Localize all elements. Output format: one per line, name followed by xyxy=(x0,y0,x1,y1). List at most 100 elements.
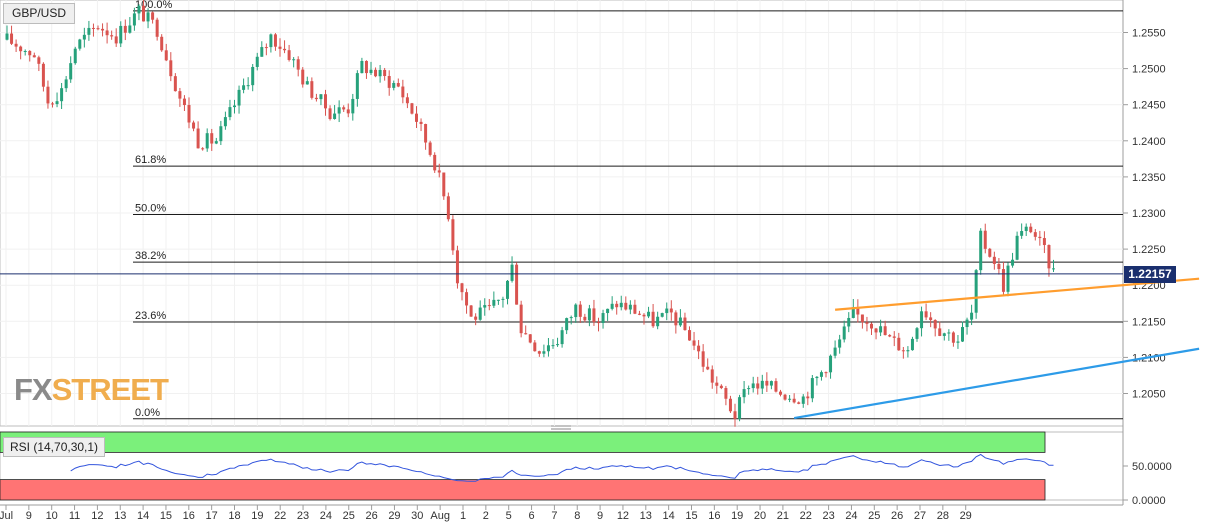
x-tick-label: 7 xyxy=(551,510,557,522)
fib-level-label: 38.2% xyxy=(135,250,166,262)
candle-body xyxy=(14,43,18,47)
candle-body xyxy=(556,344,560,346)
candle-body xyxy=(683,317,687,331)
x-tick-label: 19 xyxy=(251,510,263,522)
candle-body xyxy=(187,105,191,123)
fxstreet-logo: FXSTREET xyxy=(14,372,169,408)
candle-body xyxy=(506,280,509,299)
candle-body xyxy=(378,69,382,77)
candle-body xyxy=(992,256,996,264)
candle-body xyxy=(519,304,523,334)
candle-body xyxy=(278,46,282,49)
x-tick-label: 13 xyxy=(640,510,652,522)
candle-body xyxy=(924,311,928,318)
candle-body xyxy=(619,302,623,308)
candle-body xyxy=(51,103,54,105)
rsi-tick-label: 50.0000 xyxy=(1132,461,1172,473)
x-tick-label: Aug xyxy=(430,510,450,522)
candle-body xyxy=(196,128,200,149)
candle-body xyxy=(906,350,910,352)
x-tick-label: 2 xyxy=(483,510,489,522)
candle-body xyxy=(128,25,132,33)
candle-body xyxy=(1038,236,1042,239)
candle-body xyxy=(888,335,892,337)
rsi-tick-label: 0.0000 xyxy=(1132,495,1166,507)
candle-body xyxy=(524,333,528,335)
candle-body xyxy=(237,89,241,106)
x-tick-label: 14 xyxy=(663,510,675,522)
candle-body xyxy=(542,351,546,354)
candle-body xyxy=(201,148,205,150)
x-tick-label: 9 xyxy=(597,510,603,522)
x-tick-label: 29 xyxy=(388,510,400,522)
candle-body xyxy=(1015,235,1019,260)
candle-body xyxy=(283,48,287,51)
candle-body xyxy=(597,322,600,324)
candle-body xyxy=(1001,269,1005,292)
candle-body xyxy=(733,411,737,419)
candle-body xyxy=(692,340,696,346)
candle-body xyxy=(333,113,337,119)
candle-body xyxy=(137,5,141,14)
candle-body xyxy=(392,82,396,88)
candle-body xyxy=(151,12,155,20)
candle-body xyxy=(319,94,323,100)
candle-body xyxy=(929,317,933,321)
candle-body xyxy=(860,314,864,323)
candle-body xyxy=(387,76,391,88)
candle-body xyxy=(119,25,123,44)
candle-body xyxy=(574,304,578,318)
candle-body xyxy=(724,388,728,399)
candle-body xyxy=(19,46,23,52)
candle-body xyxy=(383,69,387,77)
x-tick-label: 13 xyxy=(114,510,126,522)
candle-body xyxy=(856,307,860,315)
logo-fx: FX xyxy=(14,372,53,407)
candle-body xyxy=(69,63,73,80)
x-tick-label: 15 xyxy=(160,510,172,522)
x-tick-label: 11 xyxy=(69,510,80,522)
candle-body xyxy=(310,81,314,98)
candle-body xyxy=(697,345,701,352)
candle-body xyxy=(651,311,655,327)
candle-body xyxy=(942,333,946,336)
x-tick-label: 24 xyxy=(320,510,332,522)
candle-body xyxy=(660,313,664,317)
y-tick-label: 1.2500 xyxy=(1132,64,1166,76)
candle-body xyxy=(728,398,732,412)
candle-body xyxy=(815,376,819,379)
candle-body xyxy=(628,304,632,310)
candle-body xyxy=(10,33,14,44)
candle-body xyxy=(528,334,532,343)
candle-body xyxy=(1033,232,1037,237)
candle-body xyxy=(492,299,496,306)
candle-body xyxy=(314,97,318,100)
candle-body xyxy=(478,307,482,320)
candle-body xyxy=(369,69,373,74)
candle-body xyxy=(546,345,550,352)
candle-body xyxy=(60,88,64,102)
candle-body xyxy=(469,305,473,317)
x-tick-label: 22 xyxy=(800,510,812,522)
candle-body xyxy=(997,263,1001,270)
candle-body xyxy=(765,380,769,386)
candle-body xyxy=(501,298,505,300)
x-tick-label: 5 xyxy=(506,510,512,522)
candle-body xyxy=(415,113,418,122)
candle-body xyxy=(351,98,355,114)
candle-body xyxy=(142,5,145,22)
x-tick-label: 12 xyxy=(617,510,629,522)
candle-body xyxy=(719,385,723,389)
candle-body xyxy=(601,313,605,324)
support-trendline xyxy=(793,347,1200,420)
candle-body xyxy=(301,69,305,85)
candle-body xyxy=(337,107,341,114)
candle-body xyxy=(824,372,828,374)
y-tick-label: 1.2350 xyxy=(1132,172,1166,184)
candle-body xyxy=(114,36,118,44)
candle-body xyxy=(565,318,569,331)
candle-body xyxy=(305,81,309,85)
resistance-trendline xyxy=(835,277,1200,311)
candle-body xyxy=(606,308,610,314)
